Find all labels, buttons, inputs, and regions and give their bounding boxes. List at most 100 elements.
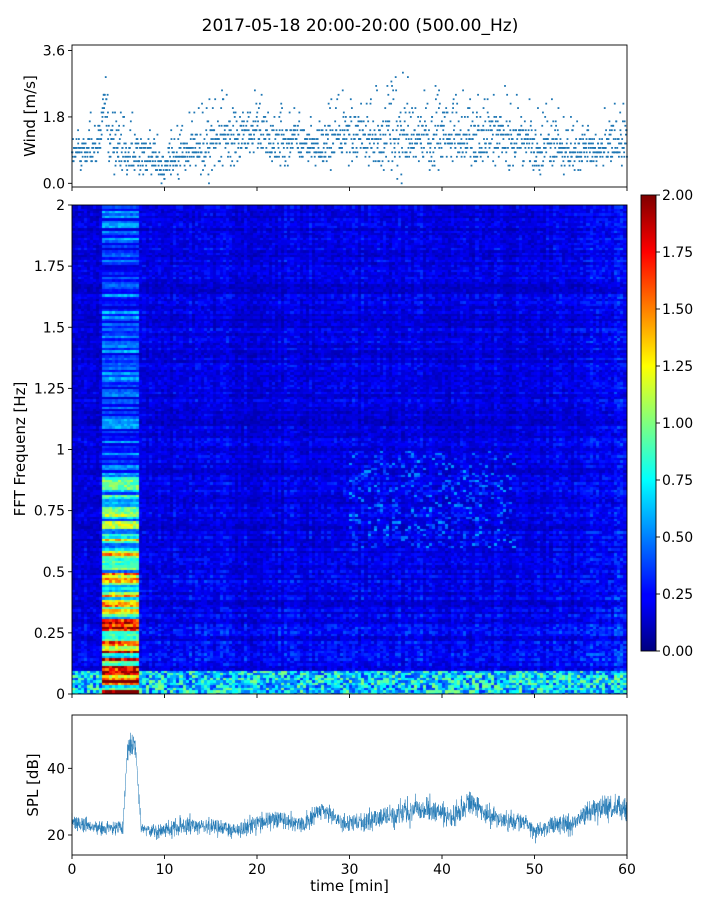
wind-point: [368, 155, 371, 158]
wind-point: [591, 147, 594, 149]
wind-point: [395, 120, 398, 123]
wind-point: [128, 147, 131, 149]
wind-point: [423, 147, 425, 149]
wind-point: [566, 147, 568, 149]
wind-point: [486, 111, 489, 114]
wind-point: [502, 129, 505, 132]
wind-point: [341, 147, 343, 149]
wind-point: [292, 129, 295, 132]
wind-point: [91, 155, 94, 158]
wind-point: [555, 124, 558, 127]
wind-point: [249, 138, 252, 140]
wind-point: [170, 129, 173, 132]
wind-point: [479, 155, 482, 158]
wind-point: [478, 142, 481, 145]
wind-point: [134, 155, 137, 158]
wind-point: [562, 116, 565, 118]
wind-point: [408, 155, 410, 158]
wind-point: [83, 151, 86, 154]
spectrogram-ytick-label: 2: [56, 198, 65, 214]
wind-point: [297, 133, 300, 136]
wind-point: [237, 142, 240, 145]
wind-point: [139, 169, 142, 171]
wind-point: [256, 111, 259, 114]
wind-point: [400, 124, 402, 127]
wind-point: [464, 147, 467, 149]
wind-point: [310, 124, 313, 127]
wind-point: [209, 142, 212, 145]
wind-point: [586, 155, 589, 158]
wind-point: [580, 151, 583, 154]
wind-point: [519, 133, 521, 136]
wind-point: [308, 133, 311, 136]
wind-point: [516, 138, 519, 140]
wind-point: [377, 160, 380, 163]
wind-point: [96, 138, 99, 140]
wind-point: [191, 133, 194, 136]
wind-point: [622, 102, 625, 105]
colorbar-tick-label: 0.50: [662, 530, 693, 546]
wind-point: [576, 155, 579, 158]
wind-point: [498, 129, 501, 132]
wind-point: [583, 147, 586, 149]
wind-point: [92, 142, 95, 145]
wind-point: [85, 147, 88, 149]
wind-point: [146, 160, 149, 163]
wind-point: [512, 129, 515, 132]
wind-point: [121, 147, 124, 149]
wind-point: [207, 147, 209, 149]
wind-point: [86, 155, 89, 158]
wind-point: [178, 147, 181, 149]
wind-point: [248, 133, 251, 136]
wind-point: [443, 111, 446, 114]
wind-point: [506, 133, 509, 136]
wind-point: [379, 129, 381, 132]
wind-point: [592, 142, 594, 145]
wind-point: [203, 138, 206, 140]
wind-point: [417, 116, 420, 118]
wind-point: [202, 142, 205, 145]
wind-point: [405, 151, 408, 154]
wind-point: [151, 164, 153, 167]
wind-point: [156, 169, 159, 171]
wind-point: [515, 93, 518, 96]
wind-point: [474, 124, 476, 127]
wind-point: [511, 147, 514, 149]
wind-point: [453, 142, 456, 145]
wind-point: [398, 155, 401, 158]
wind-point: [212, 147, 215, 149]
wind-point: [226, 124, 229, 127]
wind-point: [360, 120, 363, 123]
wind-point: [77, 147, 80, 149]
wind-point: [238, 133, 241, 136]
wind-point: [608, 120, 611, 123]
spectrogram-y-ticks: 0 0.25 0.5 0.75 1 1.25 1.5 1.75 2: [34, 198, 72, 703]
wind-point: [100, 133, 103, 136]
wind-point: [579, 151, 581, 154]
wind-point: [530, 147, 533, 149]
wind-point: [595, 151, 597, 154]
wind-point: [131, 142, 133, 145]
wind-point: [324, 151, 327, 154]
wind-point: [408, 111, 411, 114]
wind-point: [279, 164, 282, 167]
wind-point: [313, 138, 316, 140]
wind-point: [213, 164, 216, 167]
wind-point: [389, 138, 392, 140]
wind-point: [436, 93, 439, 96]
wind-point: [320, 133, 323, 136]
wind-point: [364, 147, 367, 149]
wind-point: [352, 151, 355, 154]
wind-point: [327, 155, 330, 158]
wind-point: [478, 151, 480, 154]
wind-point: [437, 142, 440, 145]
wind-point: [99, 138, 101, 140]
wind-point: [123, 142, 126, 145]
wind-point: [176, 164, 178, 167]
wind-point: [623, 151, 626, 154]
wind-point: [412, 155, 415, 158]
wind-point: [190, 155, 193, 158]
wind-point: [97, 138, 100, 140]
wind-point: [623, 155, 626, 158]
wind-point: [240, 147, 243, 149]
